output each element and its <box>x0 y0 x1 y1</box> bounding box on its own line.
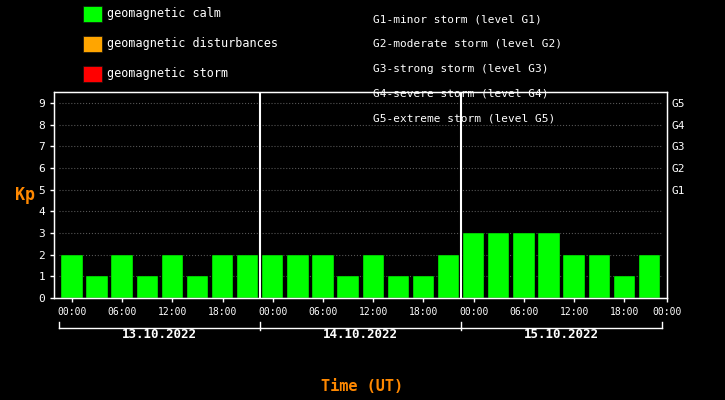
Bar <box>62 255 83 298</box>
Bar <box>337 276 359 298</box>
Bar <box>262 255 283 298</box>
Text: geomagnetic storm: geomagnetic storm <box>107 68 228 80</box>
Bar <box>488 233 510 298</box>
Text: 13.10.2022: 13.10.2022 <box>123 328 197 341</box>
Bar <box>639 255 660 298</box>
Bar <box>112 255 133 298</box>
Bar <box>162 255 183 298</box>
Text: geomagnetic calm: geomagnetic calm <box>107 8 221 20</box>
Bar <box>312 255 334 298</box>
Bar <box>413 276 434 298</box>
Bar <box>589 255 610 298</box>
Bar <box>613 276 635 298</box>
Text: G2-moderate storm (level G2): G2-moderate storm (level G2) <box>373 39 563 49</box>
Text: G1-minor storm (level G1): G1-minor storm (level G1) <box>373 14 542 24</box>
Bar <box>86 276 108 298</box>
Text: 14.10.2022: 14.10.2022 <box>323 328 398 341</box>
Bar <box>287 255 309 298</box>
Bar <box>563 255 585 298</box>
Bar <box>438 255 459 298</box>
Bar <box>513 233 534 298</box>
Bar <box>136 276 158 298</box>
Text: geomagnetic disturbances: geomagnetic disturbances <box>107 38 278 50</box>
Text: G3-strong storm (level G3): G3-strong storm (level G3) <box>373 64 549 74</box>
Bar <box>237 255 258 298</box>
Text: Time (UT): Time (UT) <box>321 379 404 394</box>
Y-axis label: Kp: Kp <box>14 186 35 204</box>
Bar <box>212 255 233 298</box>
Bar <box>539 233 560 298</box>
Bar <box>388 276 409 298</box>
Text: G4-severe storm (level G4): G4-severe storm (level G4) <box>373 88 549 98</box>
Text: G5-extreme storm (level G5): G5-extreme storm (level G5) <box>373 113 555 123</box>
Bar <box>362 255 384 298</box>
Text: 15.10.2022: 15.10.2022 <box>524 328 599 341</box>
Bar <box>463 233 484 298</box>
Bar <box>187 276 208 298</box>
